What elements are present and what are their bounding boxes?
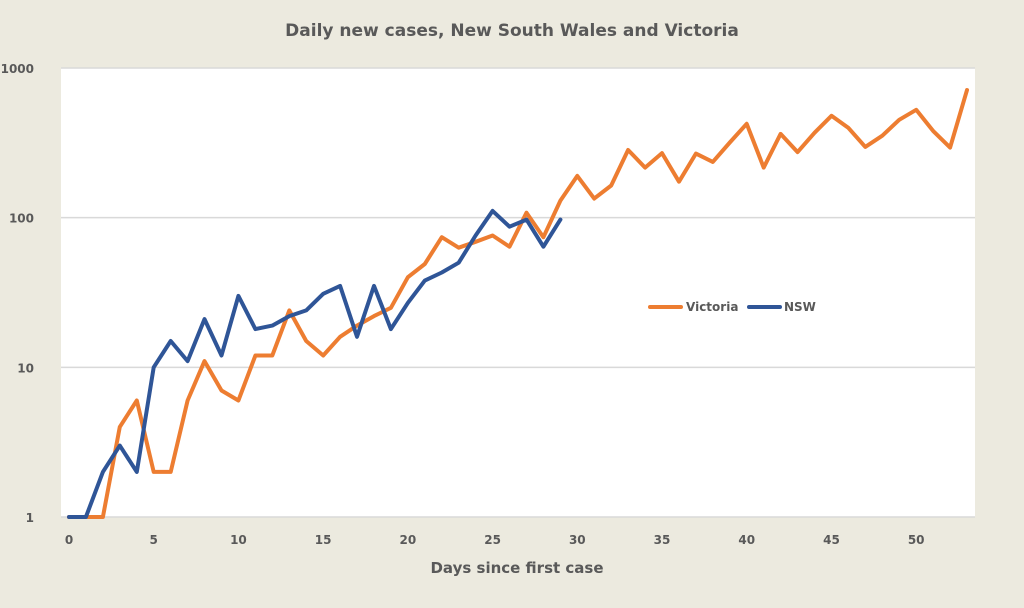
- chart-title: Daily new cases, New South Wales and Vic…: [285, 21, 739, 41]
- series-line-nsw: [67, 208, 563, 519]
- x-tick-label: 15: [315, 533, 332, 547]
- plot-area: [61, 68, 975, 517]
- x-tick-label: 40: [738, 533, 755, 547]
- x-axis-ticks: 0 5 10 15 20 25 30 35 40 45 50: [65, 533, 925, 547]
- x-tick-label: 30: [569, 533, 586, 547]
- legend-label-victoria: Victoria: [686, 300, 738, 314]
- gridlines: [61, 67, 975, 518]
- series-line-victoria: [67, 88, 969, 519]
- y-tick-label: 1000: [1, 62, 34, 76]
- x-tick-label: 10: [230, 533, 247, 547]
- x-tick-label: 25: [484, 533, 501, 547]
- x-tick-label: 45: [823, 533, 840, 547]
- y-tick-label: 1: [26, 511, 34, 525]
- x-tick-label: 35: [654, 533, 671, 547]
- x-tick-label: 0: [65, 533, 73, 547]
- y-axis-ticks: 1 10 100 1000: [1, 62, 34, 525]
- legend-label-nsw: NSW: [784, 300, 816, 314]
- y-tick-label: 10: [17, 361, 34, 375]
- legend: Victoria NSW: [648, 300, 816, 314]
- x-tick-label: 20: [400, 533, 417, 547]
- series-lines: [67, 88, 969, 519]
- x-tick-label: 5: [150, 533, 158, 547]
- y-tick-label: 100: [9, 212, 34, 226]
- x-tick-label: 50: [908, 533, 925, 547]
- x-axis-label: Days since first case: [430, 559, 603, 577]
